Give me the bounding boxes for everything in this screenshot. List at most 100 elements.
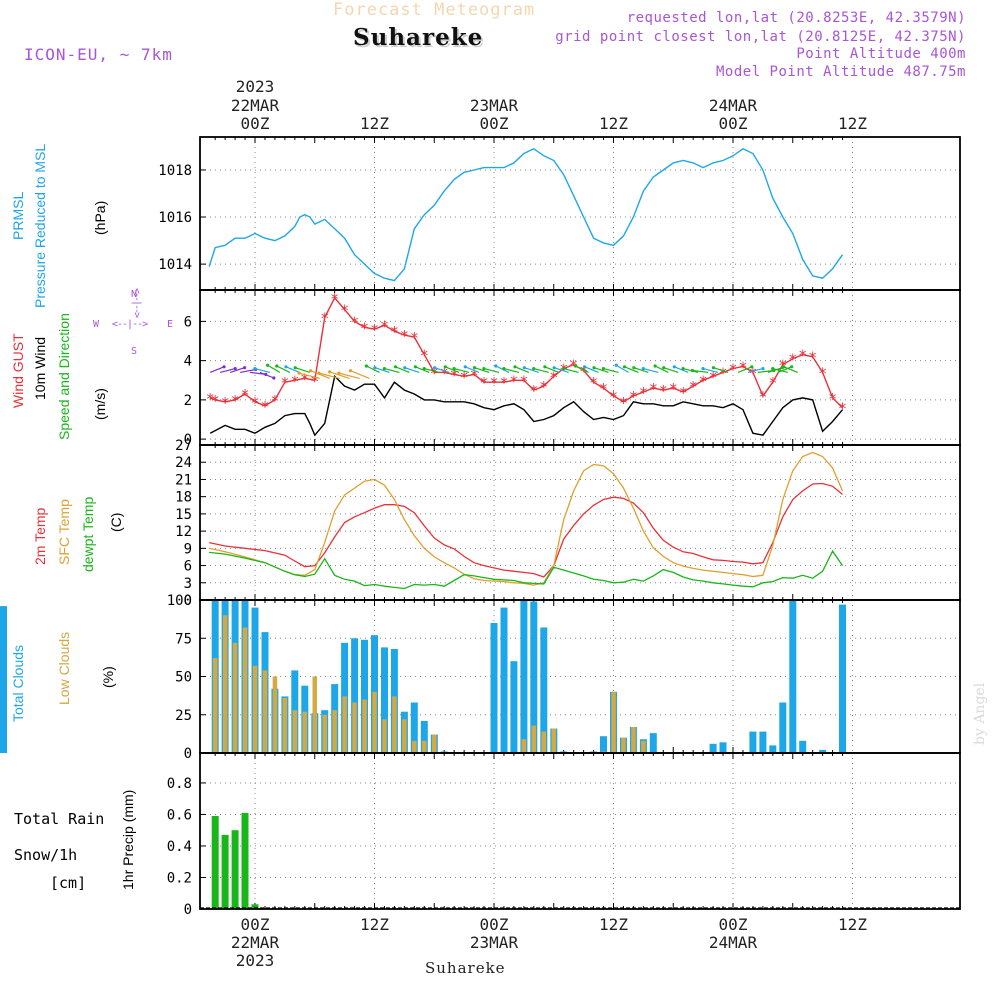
y-tick-label: 0.6: [167, 807, 192, 823]
gust-marker: *: [330, 290, 339, 308]
gust-marker: *: [808, 349, 817, 367]
bar-total-rain: [231, 830, 239, 909]
gust-marker: *: [340, 302, 349, 320]
wind-arrow-head: [701, 366, 705, 371]
wind-arrow-head: [790, 365, 794, 369]
series-10m-wind: [209, 374, 844, 437]
bottom-time-label: 12Z: [599, 915, 628, 934]
footer-location: Suhareke: [425, 959, 506, 977]
y-tick-label: 4: [184, 354, 192, 370]
wind-arrow-head: [690, 368, 694, 373]
bar-total-clouds: [719, 742, 727, 753]
bar-low-clouds: [392, 696, 397, 753]
wind-arrow: [533, 367, 549, 373]
wind-arrow-head: [403, 366, 407, 370]
bar-total-clouds: [500, 607, 508, 753]
bar-total-clouds: [540, 627, 548, 753]
bar-low-clouds: [621, 737, 626, 753]
y-tick-label: 0.2: [167, 870, 192, 886]
y-tick-label: 6: [184, 314, 192, 330]
bar-total-clouds: [520, 600, 528, 753]
gust-marker: *: [380, 317, 389, 335]
wind-arrow: [624, 366, 639, 373]
y-tick-label: 24: [175, 455, 192, 471]
wind-arrow: [603, 367, 619, 373]
bottom-time-label: 2023: [236, 951, 275, 970]
wind-arrow-head: [422, 366, 426, 371]
wind-arrow: [772, 367, 788, 373]
wind-arrow-head: [522, 366, 526, 370]
top-year-label: 2023: [236, 77, 275, 96]
series-wind-gust: [209, 296, 843, 409]
gust-marker: *: [798, 347, 807, 365]
y-tick-label: 21: [175, 472, 192, 488]
gust-marker: *: [270, 392, 279, 410]
wind-arrow-head: [782, 365, 786, 369]
gust-marker: *: [818, 364, 827, 382]
top-time-label: 12Z: [599, 114, 628, 133]
top-time-label: 00Z: [719, 114, 748, 133]
gust-marker: *: [838, 400, 847, 418]
gust-marker: *: [649, 380, 658, 398]
wind-arrow-head: [653, 364, 657, 368]
y-tick-label: 27: [175, 438, 192, 454]
wind-arrow-head: [543, 365, 547, 369]
wind-arrow: [474, 367, 490, 373]
wind-arrow: [483, 367, 500, 373]
wind-arrow-head: [393, 365, 398, 369]
y-tick-label: 9: [184, 541, 192, 557]
pressure-frame: [199, 136, 961, 291]
gust-marker: *: [589, 374, 598, 392]
gust-marker: *: [320, 309, 329, 327]
bar-total-clouds: [530, 601, 538, 753]
wind-arrow: [295, 367, 310, 373]
wind-arrow-head: [348, 369, 353, 373]
wind-arrow-head: [494, 364, 498, 368]
bar-low-clouds: [531, 725, 537, 753]
wind-arrow: [464, 366, 480, 373]
gust-marker: *: [758, 388, 767, 406]
wind-arrow-head: [233, 366, 237, 371]
wind-arrow: [563, 367, 579, 373]
y-tick-label: 50: [175, 670, 192, 686]
wind-arrow-head: [601, 366, 606, 371]
bar-low-clouds: [402, 719, 407, 753]
bar-total-clouds: [709, 743, 717, 753]
gust-marker: *: [599, 380, 608, 398]
gust-marker: *: [788, 351, 797, 369]
wind-arrow: [747, 367, 764, 373]
gust-marker: *: [639, 384, 648, 402]
y-tick-label: 1016: [158, 210, 192, 226]
wind-arrow-head: [293, 366, 297, 370]
wind-arrow: [682, 367, 699, 373]
y-tick-label: 0: [184, 902, 192, 918]
bar-low-clouds: [412, 740, 417, 753]
bar-low-clouds: [432, 734, 437, 753]
bar-low-clouds: [232, 642, 238, 753]
bottom-time-label: 24MAR: [709, 933, 758, 952]
pressure-panel: 1014 1016 1018: [158, 137, 960, 290]
compass-south: S: [131, 346, 138, 357]
wind-arrow: [276, 365, 291, 373]
wind-arrow: [633, 367, 649, 373]
gust-marker: *: [529, 382, 538, 400]
gust-marker: *: [509, 372, 518, 390]
wind-arrow: [229, 367, 245, 373]
y-tick-label: 15: [175, 507, 192, 523]
wind-arrow: [424, 367, 440, 373]
wind-arrow: [374, 367, 390, 373]
y-tick-label: 2: [184, 393, 192, 409]
model-label: ICON-EU, ~ 7km: [24, 45, 173, 64]
wind-arrow-head: [750, 365, 754, 369]
gust-marker: *: [480, 374, 489, 392]
wind-arrow: [254, 367, 271, 373]
wind-arrow: [495, 365, 510, 373]
wind-arrow: [554, 367, 569, 373]
gust-marker: *: [748, 364, 757, 382]
gust-marker: *: [689, 378, 698, 396]
wind-arrow-head: [662, 366, 666, 370]
y-tick-label: 75: [175, 631, 192, 647]
point-altitude: Point Altitude 400m: [796, 46, 966, 62]
top-time-label: 00Z: [241, 114, 270, 133]
